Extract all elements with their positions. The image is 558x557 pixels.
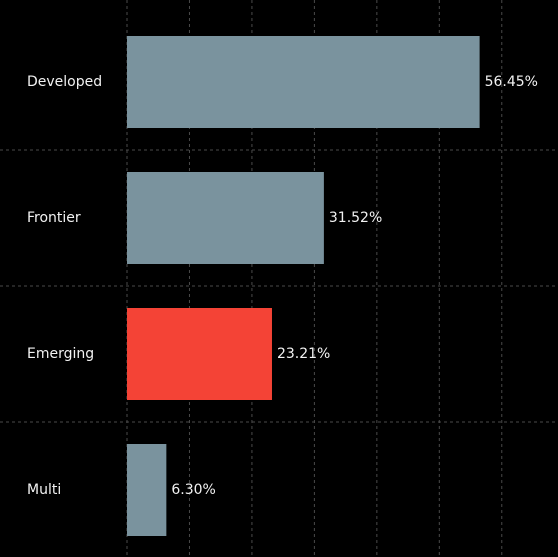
category-label: Developed	[27, 74, 102, 90]
value-label: 6.30%	[171, 482, 215, 498]
category-label: Multi	[27, 482, 61, 498]
bar	[127, 172, 324, 264]
value-label: 56.45%	[485, 74, 538, 90]
bar	[127, 308, 272, 400]
bar	[127, 444, 167, 536]
bar	[127, 36, 480, 128]
value-label: 23.21%	[277, 346, 330, 362]
category-label: Emerging	[27, 346, 94, 362]
category-label: Frontier	[27, 210, 81, 226]
value-label: 31.52%	[329, 210, 382, 226]
